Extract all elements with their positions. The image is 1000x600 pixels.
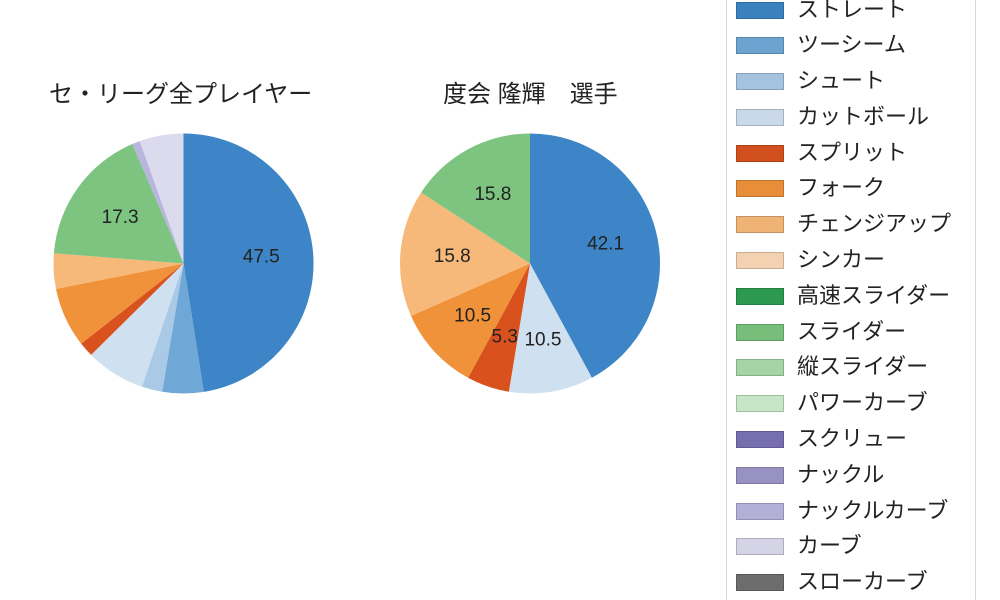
svg-text:10.5: 10.5 xyxy=(524,329,561,350)
svg-text:47.5: 47.5 xyxy=(243,246,280,267)
svg-text:10.5: 10.5 xyxy=(454,305,491,326)
svg-text:42.1: 42.1 xyxy=(587,233,624,254)
svg-text:15.8: 15.8 xyxy=(434,246,471,267)
svg-text:17.3: 17.3 xyxy=(102,207,139,228)
svg-text:15.8: 15.8 xyxy=(474,184,511,205)
svg-text:5.3: 5.3 xyxy=(492,326,518,347)
